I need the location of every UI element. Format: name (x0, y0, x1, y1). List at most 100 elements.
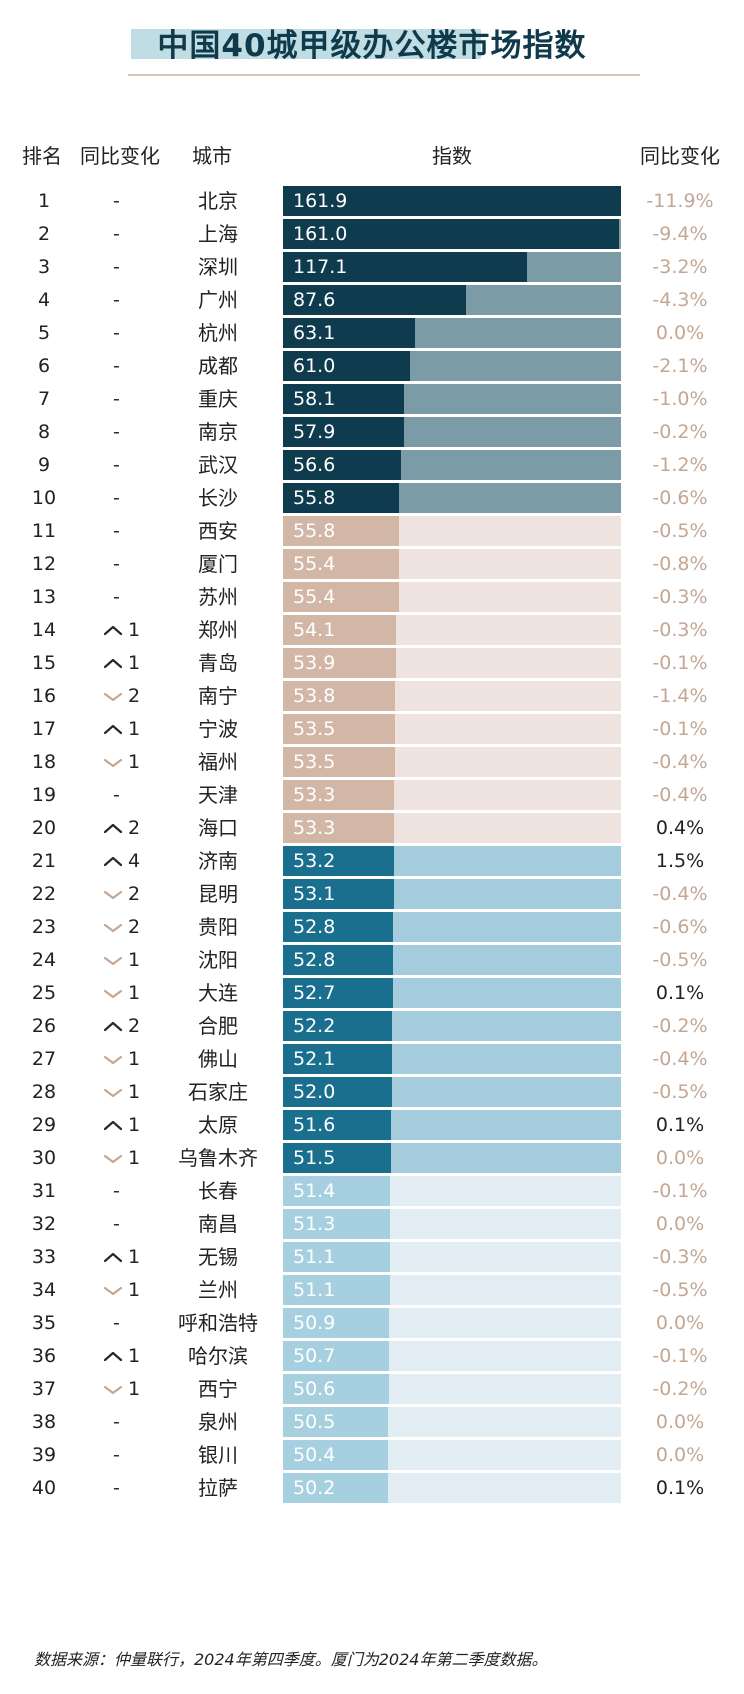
rank-value: 5 (37, 322, 51, 344)
bar-track: 117.1 (283, 252, 621, 282)
bar-track: 52.1 (283, 1044, 621, 1074)
bar-track: 57.9 (283, 417, 621, 447)
table-row: 25 1 大连 52.7 0.1% (0, 976, 744, 1012)
rank-value: 26 (31, 1015, 57, 1037)
index-value-label: 51.1 (293, 1279, 336, 1301)
rank-change: 1 (80, 646, 180, 682)
index-bar (283, 780, 395, 810)
rank-change: - (80, 547, 180, 583)
city-name: 长春 (198, 1179, 238, 1203)
city-name: 海口 (198, 816, 238, 840)
yoy-change: -0.1% (652, 718, 708, 740)
city-name: 济南 (198, 849, 238, 873)
bar-track: 58.1 (283, 384, 621, 414)
rank-value: 15 (31, 652, 57, 674)
bar-track: 55.4 (283, 549, 621, 579)
rank-change: 2 (80, 679, 180, 715)
rank-value: 11 (31, 520, 57, 542)
index-bar (283, 879, 394, 909)
rank-value: 39 (31, 1444, 57, 1466)
table-row: 4 - 广州 87.6 -4.3% (0, 283, 744, 319)
rank-value: 3 (37, 256, 51, 278)
rank-change: - (80, 1306, 180, 1342)
rank-change: 1 (80, 1141, 180, 1177)
rank-value: 34 (31, 1279, 57, 1301)
city-name: 哈尔滨 (188, 1344, 248, 1368)
rank-value: 27 (31, 1048, 57, 1070)
table-row: 36 1 哈尔滨 50.7 -0.1% (0, 1339, 744, 1375)
yoy-change: -0.5% (652, 1081, 708, 1103)
arrow-up-icon (102, 1009, 124, 1045)
rank-value: 35 (31, 1312, 57, 1334)
table-row: 37 1 西宁 50.6 -0.2% (0, 1372, 744, 1408)
yoy-change: 0.0% (655, 1411, 705, 1433)
rank-change: 2 (80, 877, 180, 913)
rank-change-number: 1 (128, 1345, 141, 1367)
index-bar (283, 1176, 391, 1206)
no-change-dash: - (113, 289, 120, 311)
rank-change: 1 (80, 943, 180, 979)
index-value-label: 52.1 (293, 1048, 336, 1070)
yoy-change: -0.3% (652, 586, 708, 608)
table-row: 29 1 太原 51.6 0.1% (0, 1108, 744, 1144)
rank-change: - (80, 415, 180, 451)
city-name: 拉萨 (198, 1476, 238, 1500)
index-value-label: 52.2 (293, 1015, 336, 1037)
source-footnote: 数据来源：仲量联行，2024年第四季度。厦门为2024年第二季度数据。 (34, 1650, 548, 1669)
rank-change-number: 1 (128, 982, 141, 1004)
table-row: 13 - 苏州 55.4 -0.3% (0, 580, 744, 616)
arrow-down-icon (102, 1042, 124, 1078)
index-bar (283, 483, 400, 513)
rank-change: 1 (80, 1108, 180, 1144)
yoy-change: -1.4% (652, 685, 708, 707)
index-value-label: 51.4 (293, 1180, 336, 1202)
bar-track: 51.1 (283, 1275, 621, 1305)
no-change-dash: - (113, 190, 120, 212)
rank-value: 30 (31, 1147, 57, 1169)
yoy-change: -0.6% (652, 487, 708, 509)
yoy-change: -0.5% (652, 1279, 708, 1301)
rank-change-number: 1 (128, 619, 141, 641)
rank-value: 33 (31, 1246, 57, 1268)
index-value-label: 52.7 (293, 982, 336, 1004)
arrow-up-icon (102, 613, 124, 649)
header-yoy: 同比变化 (640, 144, 720, 168)
rank-change: - (80, 514, 180, 550)
no-change-dash: - (113, 223, 120, 245)
index-value-label: 50.5 (293, 1411, 336, 1433)
table-row: 2 - 上海 161.0 -9.4% (0, 217, 744, 253)
city-name: 深圳 (198, 255, 238, 279)
no-change-dash: - (113, 1180, 120, 1202)
index-value-label: 55.8 (293, 520, 336, 542)
arrow-up-icon (102, 1108, 124, 1144)
table-row: 14 1 郑州 54.1 -0.3% (0, 613, 744, 649)
yoy-change: 0.4% (655, 817, 705, 839)
rank-change-number: 1 (128, 718, 141, 740)
index-bar (283, 615, 396, 645)
arrow-down-icon (102, 877, 124, 913)
yoy-change: -0.4% (652, 751, 708, 773)
bar-track: 161.0 (283, 219, 621, 249)
city-name: 泉州 (198, 1410, 238, 1434)
rank-value: 13 (31, 586, 57, 608)
index-value-label: 53.8 (293, 685, 336, 707)
bar-track: 50.4 (283, 1440, 621, 1470)
yoy-change: -11.9% (646, 190, 714, 212)
table-row: 32 - 南昌 51.3 0.0% (0, 1207, 744, 1243)
rank-change-number: 1 (128, 1246, 141, 1268)
city-name: 苏州 (198, 585, 238, 609)
arrow-down-icon (102, 745, 124, 781)
index-value-label: 52.8 (293, 916, 336, 938)
arrow-up-icon (102, 1339, 124, 1375)
index-bar (283, 912, 394, 942)
yoy-change: -3.2% (652, 256, 708, 278)
bar-track: 51.4 (283, 1176, 621, 1206)
no-change-dash: - (113, 1411, 120, 1433)
index-bar (283, 219, 620, 249)
header-rank: 排名 (22, 144, 62, 168)
city-name: 昆明 (198, 882, 238, 906)
index-value-label: 161.9 (293, 190, 348, 212)
index-value-label: 50.2 (293, 1477, 336, 1499)
table-row: 8 - 南京 57.9 -0.2% (0, 415, 744, 451)
index-value-label: 51.6 (293, 1114, 336, 1136)
